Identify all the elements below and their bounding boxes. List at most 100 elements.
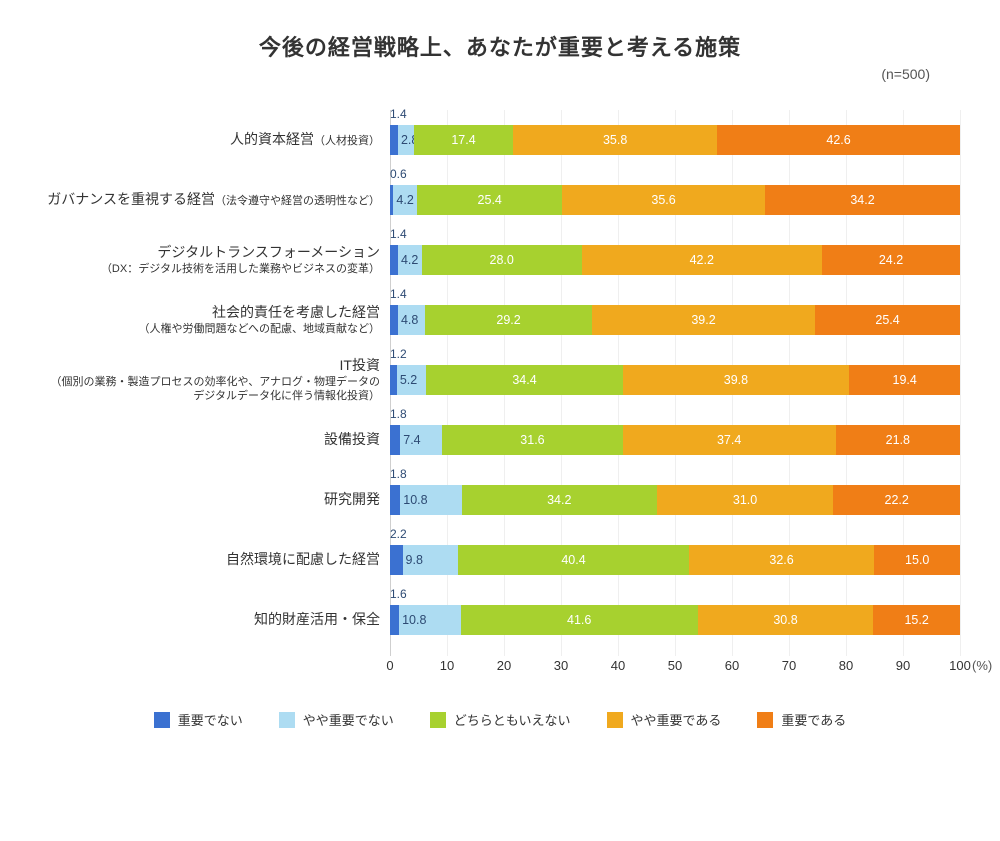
bar-segment: 39.2 [592, 305, 815, 335]
bar-row: 1.25.234.439.819.4 [390, 365, 960, 395]
bar-row: 1.44.228.042.224.2 [390, 245, 960, 275]
bar-value-label-above: 1.8 [390, 467, 407, 481]
bar-value-label: 4.8 [398, 313, 418, 327]
plot-area: 0102030405060708090100(%)1.42.817.435.84… [390, 110, 960, 650]
bar-row: 1.44.829.239.225.4 [390, 305, 960, 335]
bars-column: 0102030405060708090100(%)1.42.817.435.84… [390, 110, 960, 650]
bar-segment: 42.6 [717, 125, 960, 155]
bar-segment [390, 605, 399, 635]
bar-segment: 21.8 [836, 425, 960, 455]
bar-value-label: 22.2 [885, 493, 909, 507]
category-label-sub: （法令遵守や経営の透明性など） [215, 195, 380, 207]
x-axis-tick-label: 70 [782, 658, 796, 673]
category-label-sub: （人材投資） [314, 135, 380, 147]
bar-value-label-above: 2.2 [390, 527, 407, 541]
bar-value-label: 34.2 [850, 193, 874, 207]
bar-segment [390, 425, 400, 455]
bar-segment: 25.4 [815, 305, 960, 335]
category-label-row: ガバナンスを重視する経営（法令遵守や経営の透明性など） [40, 170, 390, 230]
bar-segment: 31.6 [442, 425, 622, 455]
category-label-row: デジタルトランスフォーメーション （DX：デジタル技術を活用した業務やビジネスの変… [40, 230, 390, 290]
bar-segment: 41.6 [461, 605, 698, 635]
bar-value-label: 39.2 [691, 313, 715, 327]
legend-item: やや重要である [607, 710, 722, 729]
bar-row: 2.29.840.432.615.0 [390, 545, 960, 575]
category-label-sub: （個別の業務・製造プロセスの効率化や、アナログ・物理データのデジタルデータ化に伴… [40, 376, 380, 404]
category-label-sub: （DX：デジタル技術を活用した業務やビジネスの変革） [40, 263, 380, 277]
bar-value-label: 5.2 [397, 373, 417, 387]
bar-value-label: 7.4 [400, 433, 420, 447]
bar-value-label-above: 0.6 [390, 167, 407, 181]
legend-item: どちらともいえない [430, 710, 571, 729]
bar-value-label-above: 1.6 [390, 587, 407, 601]
bar-segment: 4.2 [393, 185, 417, 215]
legend-label: 重要でない [178, 710, 243, 729]
bar-value-label: 34.2 [547, 493, 571, 507]
bar-segment: 34.4 [426, 365, 622, 395]
bar-row: 0.64.225.435.634.2 [390, 185, 960, 215]
bar-segment: 30.8 [698, 605, 874, 635]
category-label-main: デジタルトランスフォーメーション [157, 244, 380, 260]
bar-row: 1.610.841.630.815.2 [390, 605, 960, 635]
bar-value-label: 25.4 [875, 313, 899, 327]
bar-segment: 2.8 [398, 125, 414, 155]
bar-value-label: 42.2 [690, 253, 714, 267]
category-label: 研究開発 [40, 490, 390, 510]
bar-value-label: 41.6 [567, 613, 591, 627]
bar-row: 1.87.431.637.421.8 [390, 425, 960, 455]
bar-value-label-above: 1.4 [390, 107, 407, 121]
bar-segment: 29.2 [425, 305, 591, 335]
x-axis-tick-label: 100 [949, 658, 971, 673]
category-label: 人的資本経営（人材投資） [40, 130, 390, 150]
x-axis-tick-label: 50 [668, 658, 682, 673]
bar-value-label: 40.4 [561, 553, 585, 567]
bar-value-label-above: 1.4 [390, 287, 407, 301]
category-label: ガバナンスを重視する経営（法令遵守や経営の透明性など） [40, 190, 390, 210]
bar-segment: 9.8 [403, 545, 459, 575]
bar-segment: 15.0 [874, 545, 960, 575]
bar-segment: 35.6 [562, 185, 765, 215]
chart-title: 今後の経営戦略上、あなたが重要と考える施策 [40, 30, 960, 62]
bar-value-label-above: 1.4 [390, 227, 407, 241]
bar-segment: 39.8 [623, 365, 850, 395]
bar-value-label: 35.6 [651, 193, 675, 207]
x-axis-tick-label: 20 [497, 658, 511, 673]
legend-swatch [279, 712, 295, 728]
bar-segment: 19.4 [849, 365, 960, 395]
category-label-main: 社会的責任を考慮した経営 [212, 304, 380, 320]
bar-segment: 32.6 [689, 545, 875, 575]
bar-segment: 4.8 [398, 305, 425, 335]
category-label: 社会的責任を考慮した経営（人権や労働問題などへの配慮、地域貢献など） [40, 303, 390, 337]
legend-swatch [607, 712, 623, 728]
category-label-row: 知的財産活用・保全 [40, 590, 390, 650]
x-axis-tick-label: 40 [611, 658, 625, 673]
bar-value-label: 39.8 [724, 373, 748, 387]
bar-segment: 40.4 [458, 545, 688, 575]
x-axis-tick-label: 0 [386, 658, 393, 673]
legend-swatch [757, 712, 773, 728]
bar-segment [390, 125, 398, 155]
x-axis-tick-label: 80 [839, 658, 853, 673]
sample-size-label: (n=500) [40, 66, 960, 82]
category-label-row: 自然環境に配慮した経営 [40, 530, 390, 590]
bar-value-label: 15.0 [905, 553, 929, 567]
x-axis-unit: (%) [972, 658, 992, 673]
bar-value-label: 29.2 [496, 313, 520, 327]
bar-value-label: 34.4 [512, 373, 536, 387]
x-axis-tick-label: 10 [440, 658, 454, 673]
bar-segment: 24.2 [822, 245, 960, 275]
bar-value-label: 24.2 [879, 253, 903, 267]
bar-value-label: 31.6 [520, 433, 544, 447]
bar-segment [390, 365, 397, 395]
category-label-row: 社会的責任を考慮した経営（人権や労働問題などへの配慮、地域貢献など） [40, 290, 390, 350]
bar-segment [390, 545, 403, 575]
legend-item: 重要である [757, 710, 846, 729]
legend-swatch [430, 712, 446, 728]
bar-value-label: 17.4 [451, 133, 475, 147]
category-label-main: 知的財産活用・保全 [254, 611, 380, 627]
bar-row: 1.810.834.231.022.2 [390, 485, 960, 515]
category-label: 自然環境に配慮した経営 [40, 550, 390, 570]
bar-value-label: 28.0 [490, 253, 514, 267]
bar-row: 1.42.817.435.842.6 [390, 125, 960, 155]
bar-value-label: 37.4 [717, 433, 741, 447]
